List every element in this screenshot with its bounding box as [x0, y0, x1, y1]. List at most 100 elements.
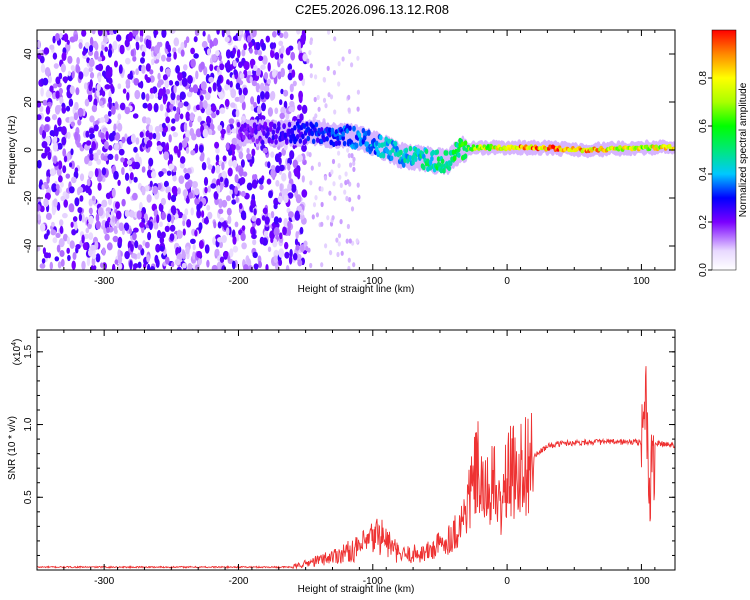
noise-blob [192, 84, 199, 94]
noise-blob [346, 179, 350, 185]
noise-blob [77, 107, 84, 117]
spectrogram-x-label: Height of straight line (km) [298, 284, 415, 295]
noise-blob [89, 153, 94, 161]
noise-blob [216, 30, 220, 35]
noise-blob [253, 263, 259, 270]
noise-blob [170, 126, 176, 132]
noise-blob [117, 255, 123, 264]
spectrogram-y-label: Frequency (Hz) [7, 116, 18, 185]
ridge-cell [447, 165, 452, 172]
x-tick-label: 0 [504, 576, 510, 587]
noise-blob [60, 63, 66, 73]
noise-blob [63, 33, 69, 43]
noise-blob [301, 189, 308, 198]
noise-blob [247, 70, 252, 77]
noise-blob [184, 181, 191, 190]
y-tick-label: 40 [23, 48, 34, 60]
noise-blob [89, 133, 95, 140]
noise-blob [347, 94, 351, 100]
noise-blob [142, 240, 146, 246]
noise-blob [218, 54, 222, 62]
noise-blob [298, 90, 303, 101]
noise-blob [208, 76, 214, 83]
noise-blob [73, 112, 79, 121]
noise-blob [107, 110, 112, 117]
noise-blob [84, 98, 90, 107]
noise-blob [130, 49, 135, 57]
noise-blob [124, 106, 131, 115]
ridge-cell [448, 160, 453, 167]
noise-blob [79, 173, 85, 182]
noise-blob [206, 259, 210, 268]
noise-blob [332, 70, 336, 76]
noise-blob [95, 253, 101, 263]
noise-blob [173, 37, 180, 47]
noise-blob [153, 222, 159, 230]
noise-blob [251, 179, 258, 189]
noise-blob [137, 82, 143, 88]
noise-blob [165, 88, 171, 95]
noise-blob [112, 263, 116, 270]
noise-blob [51, 183, 57, 193]
ridge-cell [277, 125, 281, 131]
noise-blob [263, 230, 268, 237]
noise-blob [171, 185, 178, 195]
ridge-cell [322, 136, 327, 143]
noise-blob [52, 142, 59, 152]
noise-blob [152, 132, 157, 140]
noise-blob [207, 185, 211, 193]
noise-blob [202, 89, 207, 95]
noise-blob [252, 228, 256, 236]
ridge-cell [341, 135, 346, 141]
ridge-cell [364, 130, 368, 137]
noise-blob [256, 94, 261, 105]
noise-blob [197, 115, 202, 123]
noise-blob [37, 245, 41, 252]
noise-blob [65, 42, 71, 52]
noise-blob [132, 113, 139, 119]
noise-blob [43, 252, 50, 259]
noise-blob [106, 227, 110, 234]
noise-blob [213, 191, 219, 200]
noise-blob [118, 64, 123, 74]
noise-blob [249, 76, 253, 83]
noise-blob [52, 237, 58, 244]
noise-blob [104, 84, 111, 90]
noise-blob [222, 155, 227, 162]
noise-blob [193, 36, 198, 43]
ridge-cell [401, 162, 406, 168]
noise-blob [152, 185, 158, 195]
ridge-cell [236, 121, 241, 128]
noise-blob [255, 41, 261, 51]
ridge-cell [411, 159, 415, 166]
ridge-cell [301, 133, 305, 140]
noise-blob [337, 163, 341, 169]
noise-blob [69, 162, 73, 168]
noise-blob [206, 48, 211, 56]
noise-blob [309, 63, 313, 69]
snr-x-label: Height of straight line (km) [298, 584, 415, 595]
snr-y-label: SNR (10 * v/v) [7, 416, 18, 480]
noise-blob [214, 141, 220, 149]
ridge-cell [281, 130, 285, 137]
noise-blob [273, 216, 279, 225]
noise-blob [133, 146, 138, 153]
noise-blob [295, 244, 300, 251]
spectrogram-y-ticks: -40 -20 0 20 40 [23, 48, 675, 253]
noise-blob [57, 142, 63, 150]
noise-blob [267, 78, 271, 85]
noise-blob [115, 201, 120, 209]
noise-blob [52, 52, 58, 60]
noise-blob [241, 225, 246, 232]
noise-blob [190, 150, 196, 156]
noise-blob [133, 78, 140, 86]
noise-blob [99, 100, 103, 107]
noise-blob [279, 99, 283, 106]
ridge-cell [379, 134, 383, 141]
noise-blob [263, 72, 269, 80]
noise-blob [100, 262, 104, 269]
x-tick-label: -300 [94, 276, 114, 287]
noise-blob [141, 64, 146, 74]
noise-blob [40, 63, 46, 73]
noise-blob [296, 30, 301, 35]
